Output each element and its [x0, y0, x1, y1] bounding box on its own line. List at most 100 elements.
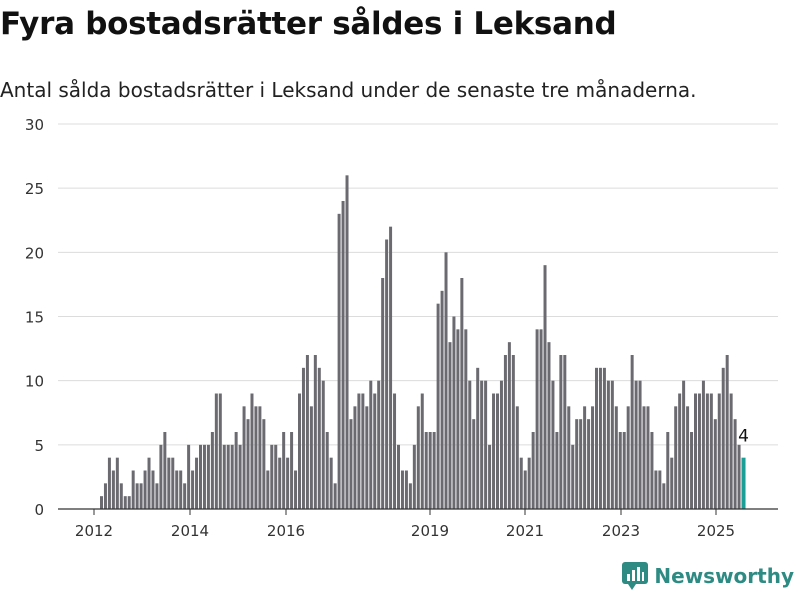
bar [123, 496, 127, 509]
x-axis: 2012 2014 2016 2019 2021 2023 2025 [58, 508, 778, 540]
bar [666, 432, 670, 509]
bar [393, 393, 397, 509]
bar [662, 483, 666, 509]
bar [547, 342, 551, 509]
bar [191, 470, 195, 509]
bar [230, 444, 234, 509]
bar [496, 393, 499, 509]
bar [503, 355, 507, 509]
bar [278, 457, 282, 509]
bar [697, 393, 701, 509]
bar [377, 380, 381, 509]
bar [701, 380, 705, 509]
bar [210, 432, 214, 509]
bar [385, 239, 389, 509]
bar [254, 406, 258, 509]
bar [294, 470, 298, 509]
bar [309, 406, 313, 509]
bar [448, 342, 452, 509]
bar [171, 457, 175, 509]
bar [626, 406, 630, 509]
y-tick-label: 0 [34, 501, 44, 519]
bar [539, 329, 543, 509]
bar [650, 432, 654, 509]
bar [559, 355, 563, 509]
bar-chart-logo-icon [622, 562, 649, 590]
bar [563, 355, 567, 509]
bar [341, 201, 345, 509]
brand-name: Newsworthy [654, 564, 794, 588]
bar [456, 329, 460, 509]
bar [686, 406, 690, 509]
x-tick-label: 2019 [411, 522, 449, 540]
bar [226, 444, 230, 509]
bar [602, 367, 606, 509]
bar [452, 316, 456, 509]
bar [464, 329, 468, 509]
bar [301, 367, 305, 509]
bar [428, 432, 432, 509]
x-tick-label: 2014 [171, 522, 209, 540]
bar [258, 406, 262, 509]
bar [460, 278, 464, 509]
bar [705, 393, 709, 509]
bar [218, 393, 222, 509]
bar [333, 483, 337, 509]
bar [678, 393, 682, 509]
y-axis-ticks: 0 5 10 15 20 25 30 [25, 116, 44, 519]
y-tick-label: 5 [34, 437, 44, 455]
bar [412, 444, 416, 509]
x-tick-label: 2016 [267, 522, 305, 540]
newsworthy-logo: Newsworthy [622, 562, 794, 590]
bar [100, 496, 103, 509]
bar [598, 367, 602, 509]
bar [155, 483, 159, 509]
bar [492, 393, 496, 509]
bar [507, 342, 511, 509]
bar [709, 393, 713, 509]
bar [357, 393, 361, 509]
bar [567, 406, 571, 509]
annotations: 4 [736, 425, 751, 449]
bar [321, 380, 325, 509]
bar [317, 367, 321, 509]
bar [111, 470, 115, 509]
chart-title: Fyra bostadsrätter såldes i Leksand [0, 6, 617, 42]
bar [729, 393, 733, 509]
grid-lines [58, 123, 778, 446]
bar [721, 367, 725, 509]
highlight-value-label: 4 [738, 427, 749, 447]
bar [440, 290, 444, 509]
x-tick-label: 2025 [697, 522, 735, 540]
bar [638, 380, 642, 509]
bar [337, 213, 341, 510]
bar [397, 444, 400, 509]
bar [266, 470, 270, 509]
bar [591, 406, 595, 509]
bar [246, 419, 250, 509]
bar [361, 393, 365, 509]
y-tick-label: 10 [25, 373, 44, 391]
bar [614, 406, 618, 509]
bar [436, 303, 440, 509]
bar [713, 419, 717, 509]
bar [305, 355, 309, 509]
bar [630, 355, 634, 509]
bar [199, 444, 202, 509]
bar [353, 406, 357, 509]
bar [468, 380, 472, 509]
bar [250, 393, 254, 509]
bar [103, 483, 107, 509]
bar [127, 496, 131, 509]
bar [286, 457, 290, 509]
bar [400, 470, 404, 509]
bar [298, 393, 301, 509]
bar [262, 419, 266, 509]
bar [480, 380, 484, 509]
bar [206, 444, 210, 509]
bars [100, 175, 746, 510]
bar [381, 278, 385, 509]
bar [202, 444, 206, 509]
x-tick-label: 2023 [602, 522, 640, 540]
bar [175, 470, 179, 509]
